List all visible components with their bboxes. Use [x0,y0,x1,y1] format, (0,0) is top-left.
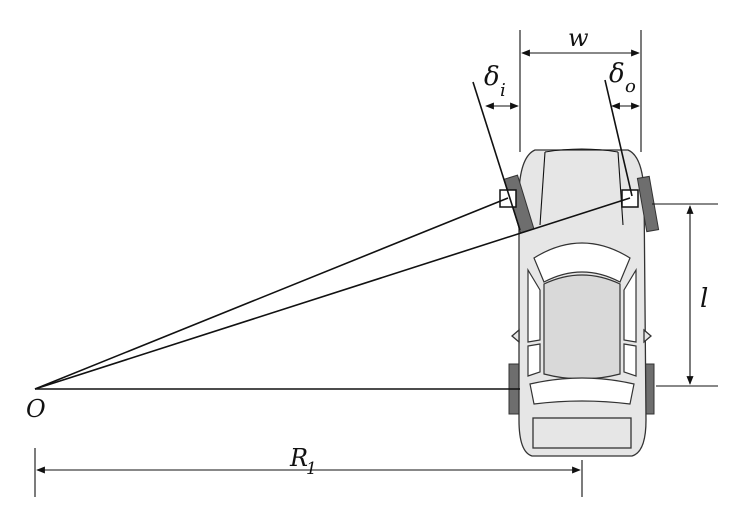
outer-wheel-heading-line [604,79,633,197]
right-rear-window [623,343,637,377]
right-front-window [623,267,637,343]
inner-wheel-radius-line [34,197,509,390]
dimension-arrows [36,49,694,474]
labels: w δ i δ o l O R 1 [26,24,708,479]
turn-radius-subscript: 1 [306,459,317,479]
rear-window [529,377,635,405]
turn-center-label: O [26,395,46,423]
outer-angle-symbol: δ [609,59,625,89]
outer-wheel-radius-line [34,197,631,390]
inner-angle-symbol: δ [484,62,500,92]
inner-angle-subscript: i [500,80,506,101]
hood-line-left [539,151,546,226]
geometry-lines [34,30,718,497]
turn-radius-symbol: R [289,444,308,472]
track-width-label: w [568,24,589,52]
car-roof [543,274,621,380]
hood-line-right [617,151,624,226]
wheelbase-label: l [700,284,708,314]
front-bumper-line [544,148,619,153]
outer-angle-subscript: o [625,76,636,97]
right-mirror [643,328,652,344]
inner-wheel-heading-line [472,81,521,231]
trunk-lid [532,417,632,449]
front-outer-wheel [636,175,660,233]
car-top-view [508,148,655,457]
front-outer-tire [636,175,660,233]
left-rear-window [527,343,541,377]
windshield [533,242,631,283]
left-front-window [527,267,541,343]
left-mirror [511,328,520,344]
